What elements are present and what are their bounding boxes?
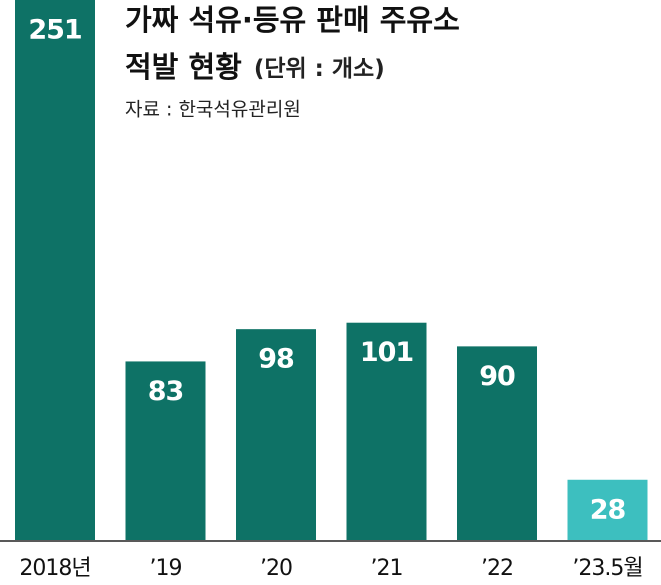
x-tick-label: 2018년 — [19, 556, 90, 581]
chart-title: 가짜 석유·등유 판매 주유소 — [125, 3, 460, 37]
unit: (단위 : 개소) — [254, 56, 385, 82]
x-tick-label: ’20 — [260, 556, 292, 581]
chart-title: 적발 현황 (단위 : 개소) — [125, 50, 385, 84]
value-label: 98 — [258, 344, 294, 375]
bar — [236, 329, 316, 540]
bar — [346, 322, 427, 540]
value-label: 83 — [148, 376, 184, 407]
bar — [15, 0, 95, 540]
value-label: 251 — [28, 15, 81, 46]
x-tick-label: ’23.5월 — [572, 556, 642, 581]
x-tick-label: ’22 — [481, 556, 513, 581]
bar — [567, 479, 648, 540]
value-label: 101 — [360, 337, 413, 368]
bar — [457, 346, 537, 540]
bar — [125, 361, 206, 540]
value-label: 28 — [590, 494, 626, 525]
x-tick-label: ’21 — [371, 556, 403, 581]
chart-title-line: 적발 현황 — [125, 50, 242, 84]
source: 자료 : 한국석유관리원 — [125, 99, 301, 121]
x-tick-label: ’19 — [150, 556, 182, 581]
value-label: 90 — [479, 361, 515, 392]
bars — [15, 0, 648, 540]
